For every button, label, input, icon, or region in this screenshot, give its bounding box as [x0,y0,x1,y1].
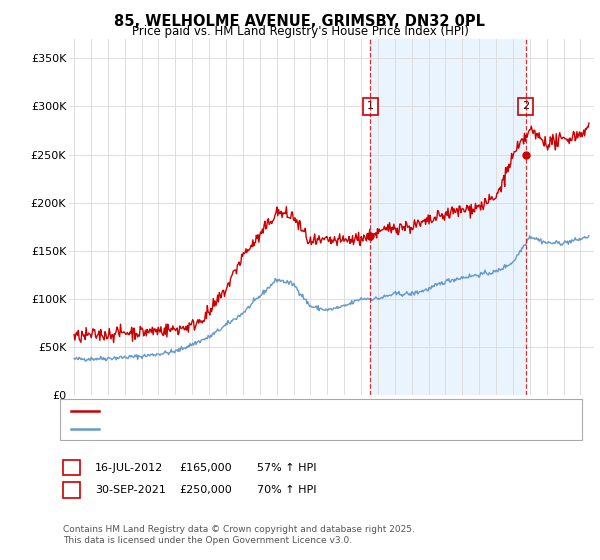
Text: 16-JUL-2012: 16-JUL-2012 [95,463,163,473]
Text: £250,000: £250,000 [179,485,232,495]
Bar [370,39,526,395]
Text: Contains HM Land Registry data © Crown copyright and database right 2025.
This d: Contains HM Land Registry data © Crown c… [63,525,415,545]
Text: 85, WELHOLME AVENUE, GRIMSBY, DN32 0PL (semi-detached house): 85, WELHOLME AVENUE, GRIMSBY, DN32 0PL (… [102,405,461,416]
Text: 1: 1 [68,463,75,473]
Text: 70% ↑ HPI: 70% ↑ HPI [257,485,316,495]
Text: £165,000: £165,000 [179,463,232,473]
Text: 30-SEP-2021: 30-SEP-2021 [95,485,166,495]
Text: 2: 2 [68,485,75,495]
Text: 57% ↑ HPI: 57% ↑ HPI [257,463,316,473]
Text: 1: 1 [367,101,374,111]
Text: HPI: Average price, semi-detached house, North East Lincolnshire: HPI: Average price, semi-detached house,… [102,424,445,434]
Text: 2: 2 [522,101,529,111]
Text: Price paid vs. HM Land Registry's House Price Index (HPI): Price paid vs. HM Land Registry's House … [131,25,469,38]
Text: 85, WELHOLME AVENUE, GRIMSBY, DN32 0PL: 85, WELHOLME AVENUE, GRIMSBY, DN32 0PL [115,14,485,29]
